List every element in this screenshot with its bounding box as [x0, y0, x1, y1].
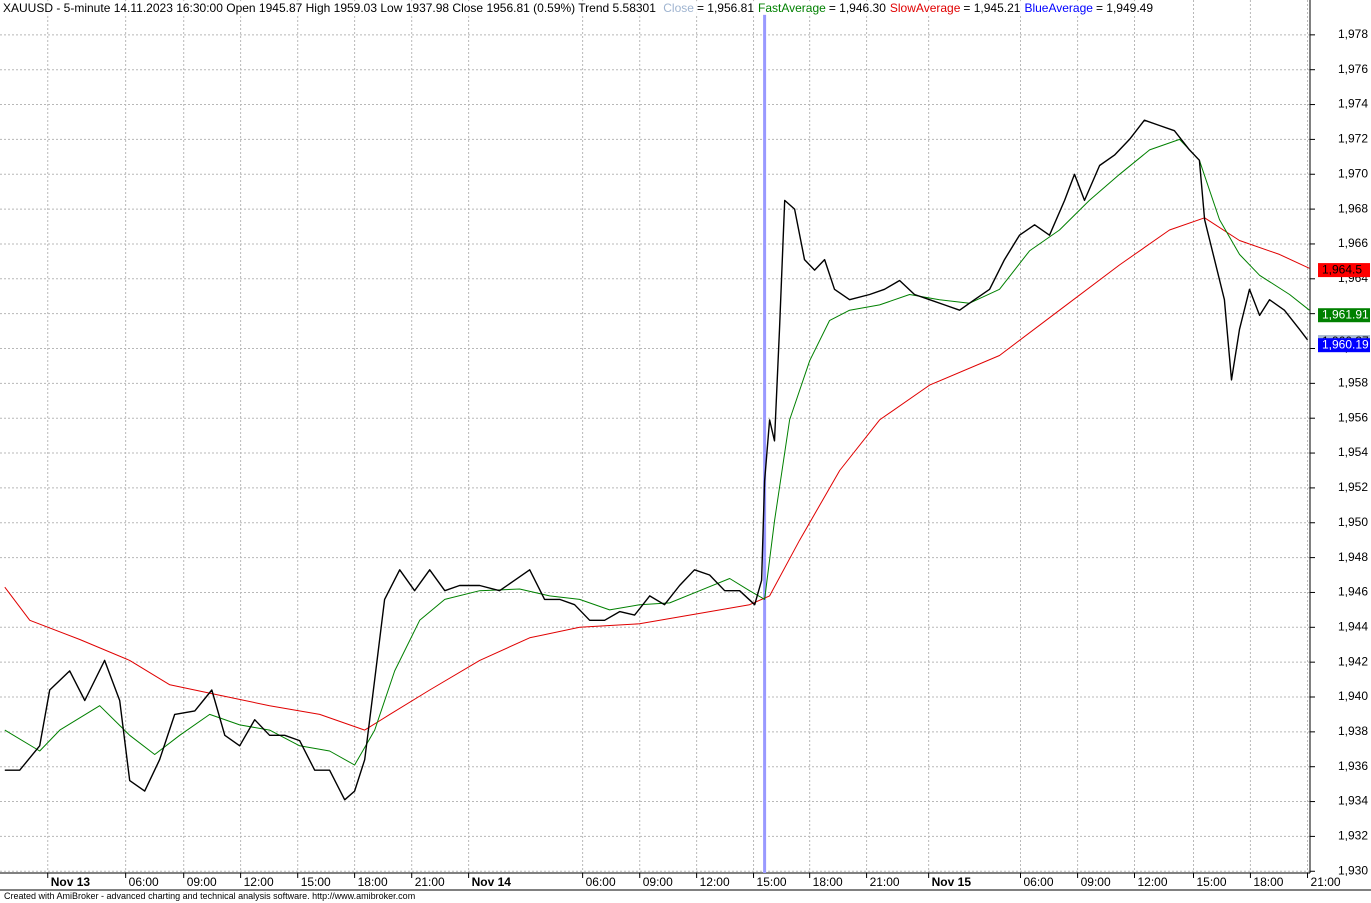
x-tick-label: 12:00: [1138, 875, 1168, 889]
y-tick-label: 1,974: [1338, 97, 1368, 111]
y-tick-label: 1,950: [1338, 515, 1368, 529]
x-tick-label: Nov 13: [51, 875, 91, 889]
x-tick-label: 09:00: [1081, 875, 1111, 889]
y-tick-label: 1,968: [1338, 201, 1368, 215]
series-line: [4, 119, 1309, 801]
legend-readout: = 1,945.21: [963, 1, 1021, 15]
price-label-box: [1318, 263, 1370, 278]
series-line: [4, 217, 1310, 731]
y-tick-label: 1,942: [1338, 654, 1368, 668]
y-tick-label: 1,936: [1338, 759, 1368, 773]
legend-name: SlowAverage: [889, 1, 961, 15]
y-tick-label: 1,952: [1338, 480, 1368, 494]
x-tick-label: 09:00: [643, 875, 673, 889]
x-tick-label: 18:00: [813, 875, 843, 889]
x-tick-label: Nov 15: [932, 875, 972, 889]
x-tick-label: 18:00: [358, 875, 388, 889]
y-tick-label: 1,958: [1338, 376, 1368, 390]
x-tick-label: 21:00: [870, 875, 900, 889]
footer: Created with AmiBroker - advanced charti…: [4, 891, 416, 901]
legend-readout: = 1,956.81: [696, 1, 754, 15]
y-tick-label: 1,976: [1338, 62, 1368, 76]
x-tick-label: 21:00: [415, 875, 445, 889]
legend-readout: = 1,946.30: [828, 1, 886, 15]
y-tick-label: 1,978: [1338, 27, 1368, 41]
x-tick-label: 15:00: [1197, 875, 1227, 889]
chart-title: XAUUSD - 5-minute 14.11.2023 16:30:00 Op…: [3, 1, 656, 15]
x-tick-label: 15:00: [757, 875, 787, 889]
y-tick-label: 1,938: [1338, 724, 1368, 738]
x-tick-label: 06:00: [129, 875, 159, 889]
x-tick-label: 21:00: [1311, 875, 1341, 889]
x-tick-label: 18:00: [1253, 875, 1283, 889]
y-tick-label: 1,948: [1338, 550, 1368, 564]
x-tick-label: 12:00: [700, 875, 730, 889]
legend-name: FastAverage: [758, 1, 826, 15]
y-tick-label: 1,972: [1338, 132, 1368, 146]
price-label-box: [1318, 338, 1370, 353]
x-tick-label: Nov 14: [472, 875, 512, 889]
y-tick-label: 1,970: [1338, 166, 1368, 180]
x-tick-label: 09:00: [187, 875, 217, 889]
legend-name: Close: [663, 1, 694, 15]
chart-header: XAUUSD - 5-minute 14.11.2023 16:30:00 Op…: [3, 1, 1158, 15]
legend-name: BlueAverage: [1024, 1, 1093, 15]
y-tick-label: 1,932: [1338, 829, 1368, 843]
y-tick-label: 1,944: [1338, 619, 1368, 633]
y-tick-label: 1,934: [1338, 794, 1368, 808]
series-line: [4, 138, 1310, 766]
price-label: 1,960.19: [1322, 337, 1369, 351]
legend-readout: = 1,949.49: [1095, 1, 1154, 15]
y-tick-label: 1,946: [1338, 585, 1368, 599]
x-tick-label: 12:00: [244, 875, 274, 889]
x-tick-label: 06:00: [1024, 875, 1054, 889]
price-label-box: [1318, 308, 1370, 323]
x-tick-label: 15:00: [301, 875, 331, 889]
y-tick-label: 1,956: [1338, 410, 1368, 424]
x-tick-label: 06:00: [586, 875, 616, 889]
y-tick-label: 1,966: [1338, 236, 1368, 250]
y-tick-label: 1,940: [1338, 689, 1368, 703]
price-label: 1,964.5: [1322, 262, 1362, 276]
price-label: 1,961.91: [1322, 307, 1369, 321]
y-tick-label: 1,930: [1338, 863, 1368, 877]
y-tick-label: 1,954: [1338, 445, 1368, 459]
